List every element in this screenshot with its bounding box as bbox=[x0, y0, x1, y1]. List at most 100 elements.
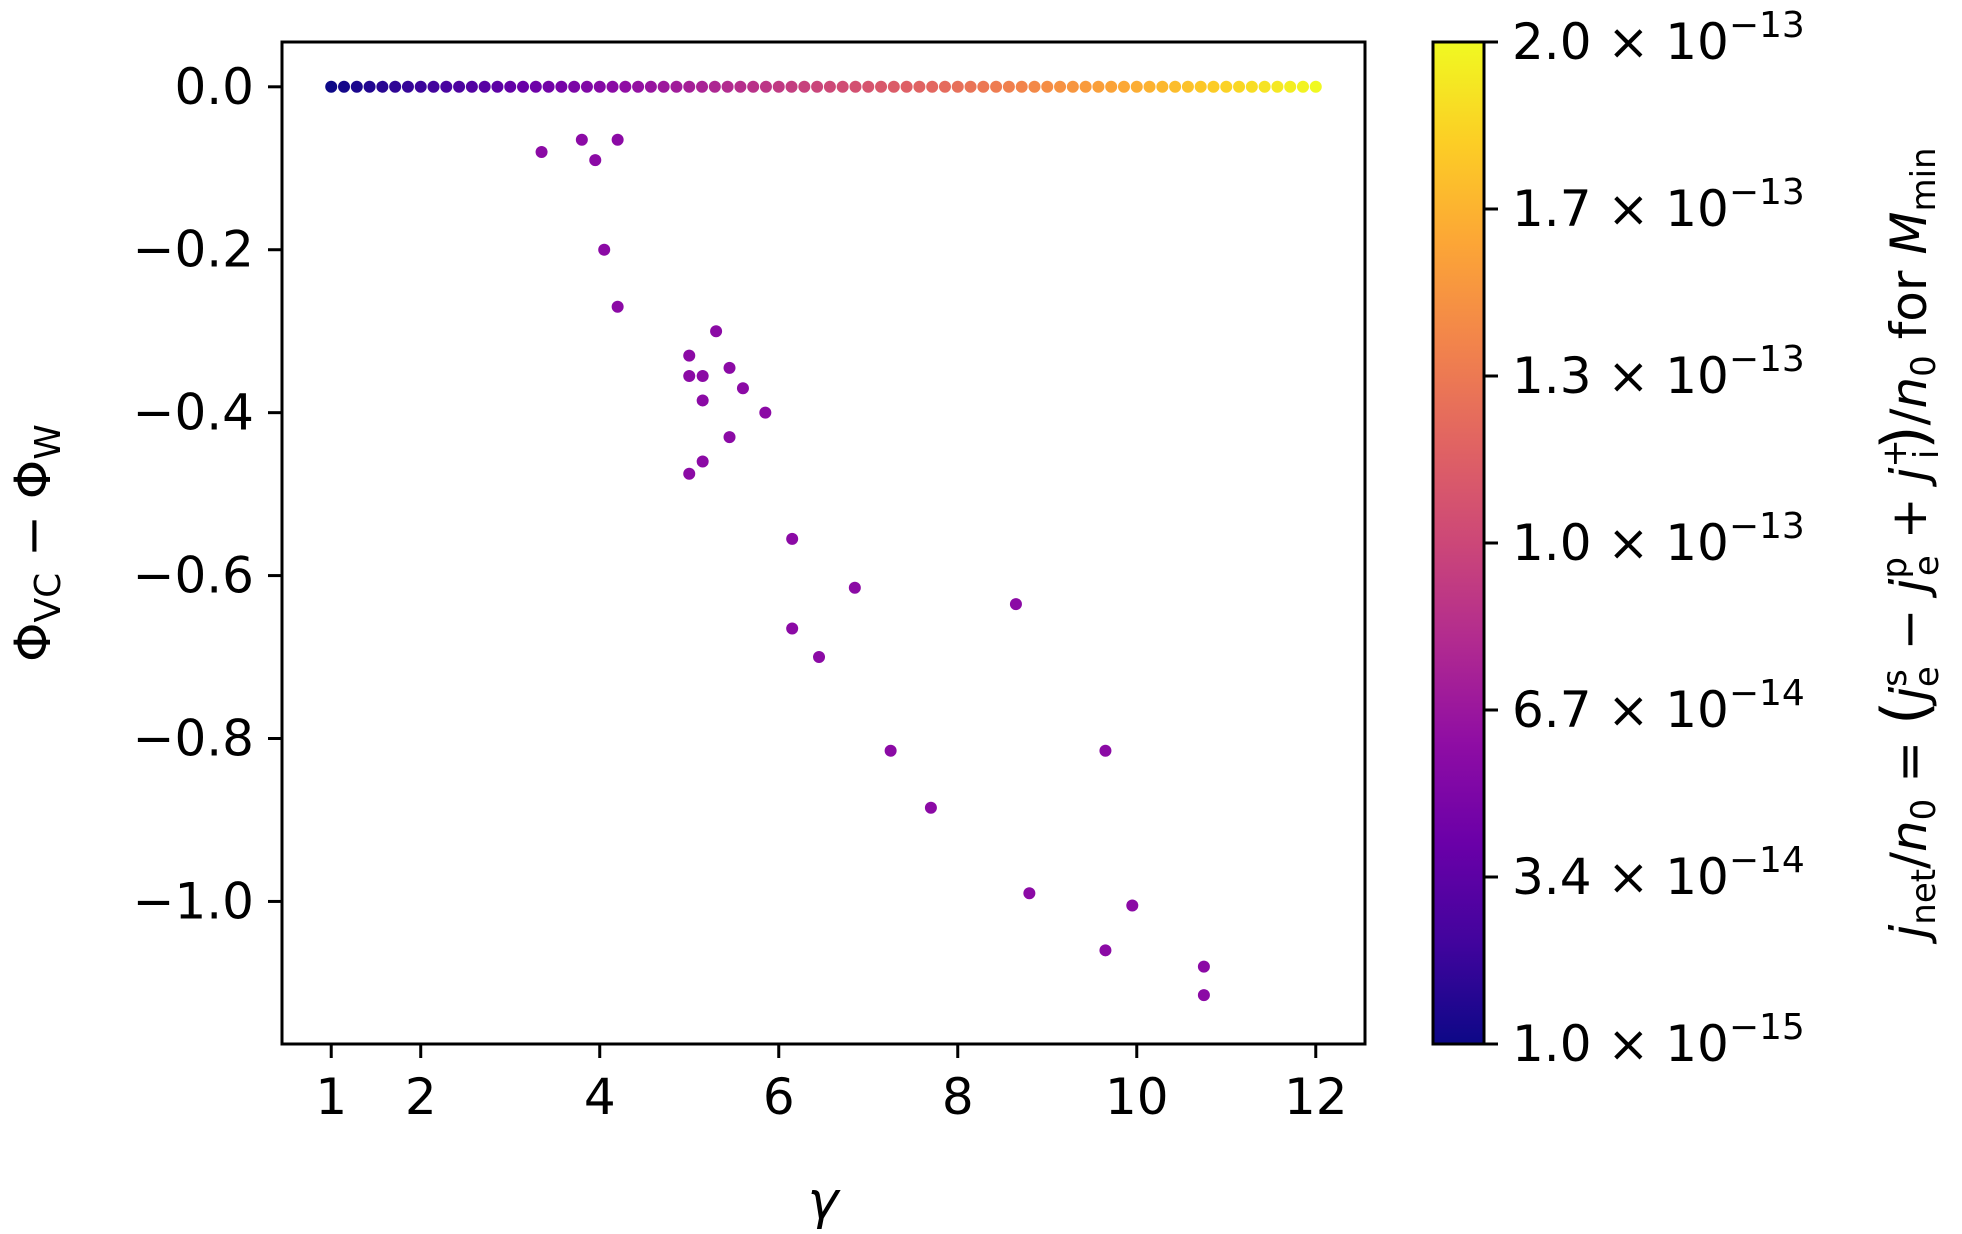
x-tick-label: 10 bbox=[1105, 1068, 1169, 1126]
data-point bbox=[1054, 80, 1067, 93]
data-point bbox=[325, 80, 338, 93]
y-tick-label: −0.4 bbox=[133, 384, 254, 442]
data-point bbox=[1130, 80, 1143, 93]
data-point bbox=[1009, 598, 1022, 611]
y-axis-ticks: 0.0 −0.2 −0.4 −0.6 −0.8 −1.0 bbox=[133, 58, 282, 930]
data-point bbox=[414, 80, 427, 93]
x-tick-label: 6 bbox=[763, 1068, 795, 1126]
data-point bbox=[862, 80, 875, 93]
y-tick-label: −1.0 bbox=[133, 872, 254, 930]
data-point bbox=[575, 133, 588, 146]
data-point bbox=[1015, 80, 1028, 93]
data-point bbox=[759, 80, 772, 93]
data-point bbox=[811, 80, 824, 93]
data-point bbox=[529, 80, 542, 93]
data-point bbox=[589, 154, 602, 167]
data-point bbox=[786, 622, 799, 635]
data-point bbox=[465, 80, 478, 93]
scatter-points bbox=[325, 80, 1322, 1002]
data-point bbox=[683, 80, 696, 93]
data-point bbox=[491, 80, 504, 93]
data-point bbox=[823, 80, 836, 93]
data-point bbox=[606, 80, 619, 93]
data-point bbox=[683, 370, 696, 382]
data-point bbox=[1296, 80, 1309, 93]
data-point bbox=[611, 133, 624, 146]
data-point bbox=[580, 80, 593, 93]
data-point bbox=[836, 80, 849, 93]
data-point bbox=[887, 80, 900, 93]
data-point bbox=[926, 80, 939, 93]
data-point bbox=[759, 406, 772, 419]
x-axis-label: γ bbox=[808, 1171, 842, 1231]
data-point bbox=[644, 80, 657, 93]
y-tick-label: −0.8 bbox=[133, 710, 254, 768]
data-point bbox=[938, 80, 951, 93]
data-point bbox=[1099, 744, 1112, 757]
data-point bbox=[964, 80, 977, 93]
data-point bbox=[670, 80, 683, 93]
data-point bbox=[1099, 944, 1112, 957]
data-point bbox=[1207, 80, 1220, 93]
data-point bbox=[389, 80, 402, 93]
x-axis-ticks: 1 2 4 6 8 10 12 bbox=[315, 1044, 1348, 1126]
data-point bbox=[517, 80, 530, 93]
data-point bbox=[721, 80, 734, 93]
colorbar-tick-label: 1.7 × 10−13 bbox=[1512, 172, 1805, 238]
data-point bbox=[504, 80, 517, 93]
data-point bbox=[1041, 80, 1054, 93]
data-point bbox=[1197, 960, 1210, 973]
data-point bbox=[696, 455, 709, 468]
data-point bbox=[1309, 80, 1322, 93]
data-point bbox=[1023, 887, 1036, 900]
data-point bbox=[1258, 80, 1271, 93]
data-point bbox=[900, 80, 913, 93]
colorbar-tick-label: 3.4 × 10−14 bbox=[1512, 840, 1805, 906]
data-point bbox=[951, 80, 964, 93]
data-point bbox=[363, 80, 376, 93]
data-point bbox=[632, 80, 645, 93]
data-point bbox=[1194, 80, 1207, 93]
y-tick-label: −0.6 bbox=[133, 547, 254, 605]
data-point bbox=[875, 80, 888, 93]
data-point bbox=[1092, 80, 1105, 93]
data-point bbox=[1066, 80, 1079, 93]
data-point bbox=[657, 80, 670, 93]
data-point bbox=[924, 801, 937, 814]
colorbar bbox=[1431, 40, 1486, 1046]
data-point bbox=[440, 80, 453, 93]
data-point bbox=[478, 80, 491, 93]
x-tick-label: 2 bbox=[405, 1068, 437, 1126]
data-point bbox=[747, 80, 760, 93]
data-point bbox=[736, 382, 749, 395]
data-point bbox=[710, 325, 723, 338]
data-point bbox=[1156, 80, 1169, 93]
colorbar-label: jnet/n0 = (jse − jpe + j+i)/n0 for Mmin bbox=[1868, 147, 1947, 944]
data-point bbox=[1284, 80, 1297, 93]
data-point bbox=[798, 80, 811, 93]
data-point bbox=[338, 80, 351, 93]
data-point bbox=[1271, 80, 1284, 93]
data-point bbox=[401, 80, 414, 93]
x-tick-label: 4 bbox=[584, 1068, 616, 1126]
data-point bbox=[1197, 989, 1210, 1002]
colorbar-tick-label: 1.0 × 10−13 bbox=[1512, 506, 1805, 572]
data-point bbox=[772, 80, 785, 93]
data-point bbox=[1169, 80, 1182, 93]
data-point bbox=[723, 431, 736, 444]
colorbar-tick-label: 1.0 × 10−15 bbox=[1512, 1007, 1805, 1073]
x-tick-label: 8 bbox=[942, 1068, 974, 1126]
y-axis-label: ΦVC − ΦW bbox=[4, 424, 69, 662]
data-point bbox=[683, 349, 696, 362]
data-point bbox=[1028, 80, 1041, 93]
data-point bbox=[696, 370, 709, 382]
data-point bbox=[535, 145, 548, 158]
data-point bbox=[1105, 80, 1118, 93]
y-tick-label: −0.2 bbox=[133, 221, 254, 279]
data-point bbox=[1181, 80, 1194, 93]
data-point bbox=[1117, 80, 1130, 93]
colorbar-tick-label: 1.3 × 10−13 bbox=[1512, 339, 1805, 405]
plot-area bbox=[280, 40, 1367, 1046]
data-point bbox=[696, 80, 709, 93]
data-point bbox=[734, 80, 747, 93]
